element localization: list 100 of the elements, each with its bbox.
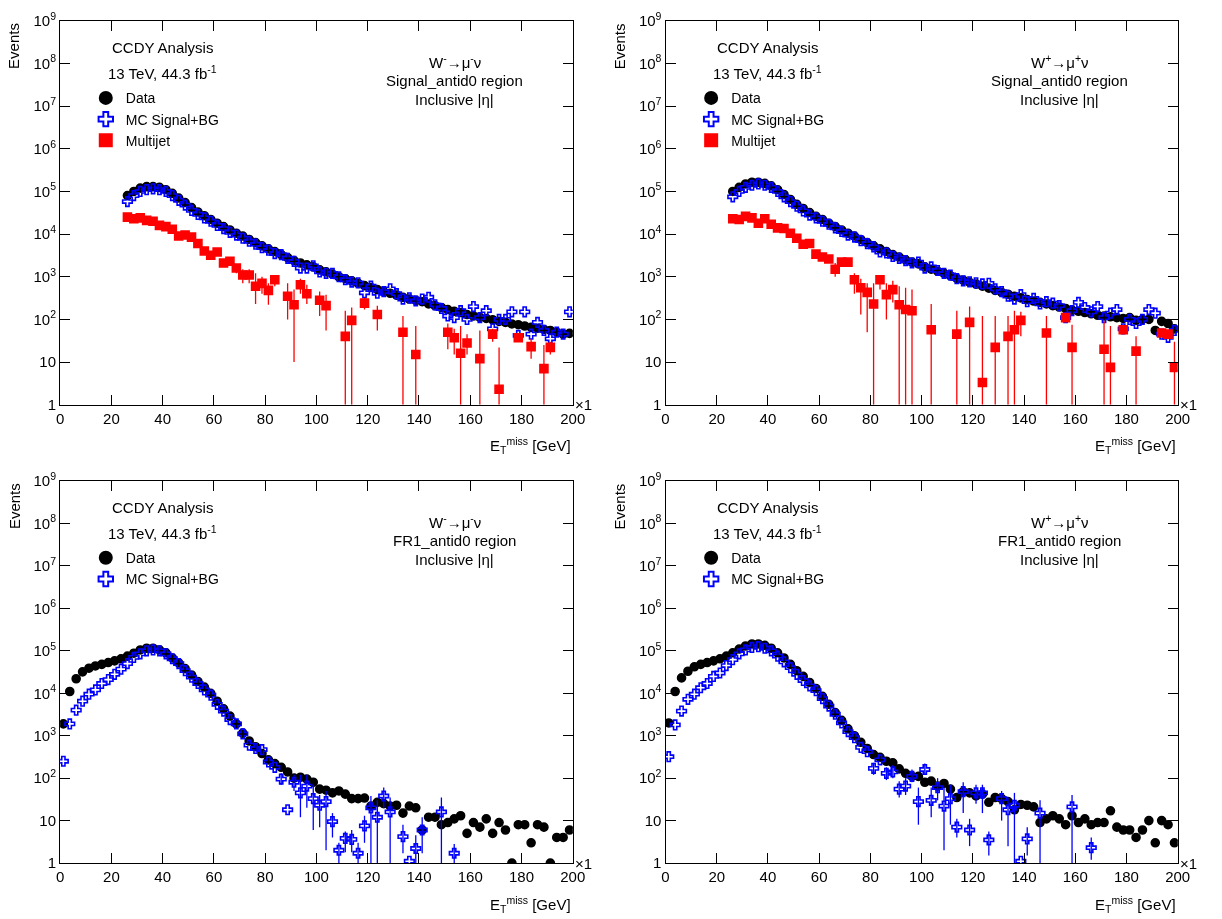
annotation: Signal_antid0 region (991, 72, 1128, 89)
annotation: Inclusive |η| (415, 91, 494, 108)
y-tick-label: 10$^{5}$ (33, 639, 57, 660)
y-tick-label: 10$^{4}$ (33, 223, 57, 243)
y-tick-label: 10$^{9}$ (33, 9, 57, 30)
x-tick-label: 100 (303, 868, 329, 886)
legend-label: MC Signal+BG (731, 111, 825, 128)
annotation: CCDY Analysis (112, 39, 214, 56)
x-tick-label: 80 (862, 409, 879, 427)
x-tick-label: 120 (960, 409, 986, 427)
x-tick-label: 20 (708, 868, 726, 886)
y-tick-label: 10$^{6}$ (638, 597, 662, 617)
x-axis-title: E$_{T}$$^{miss}$ [GeV] (1095, 435, 1176, 457)
annotation: Inclusive |η| (1020, 91, 1099, 108)
annotation: CCDY Analysis (717, 39, 819, 56)
y-tick-label: 10$^{2}$ (638, 308, 662, 328)
x-tick-label: 80 (256, 409, 274, 427)
y-axis-title: Events (5, 483, 23, 530)
x-tick-label: 120 (960, 868, 986, 886)
x-tick-label: 160 (457, 868, 483, 886)
y-tick-label: 10$^{9}$ (638, 470, 662, 490)
x-tick-label: 0 (55, 868, 65, 886)
y-tick-label: 10$^{9}$ (33, 470, 57, 490)
annotation: Inclusive |η| (1020, 551, 1099, 568)
y-tick-label: 10$^{8}$ (638, 52, 662, 72)
y-tick-label: 1 (653, 854, 662, 872)
legend-label: Data (125, 550, 156, 567)
x-tick-label: 180 (508, 409, 535, 427)
y-tick-label: 10 (39, 811, 57, 829)
x-tick-label: 160 (457, 409, 483, 427)
x-axis-title: E$_{T}$$^{miss}$ [GeV] (490, 435, 571, 457)
annotation: 13 TeV, 44.3 fb$^{-1}$ (713, 523, 822, 543)
y-tick-label: 10$^{4}$ (33, 682, 57, 702)
y-tick-label: 10$^{7}$ (33, 95, 57, 115)
y-tick-label: 1 (653, 395, 662, 413)
x-tick-label: 60 (205, 868, 223, 886)
x-tick-label: 100 (303, 409, 329, 427)
annotation: W$^{-}$→μ$^{-}$ν (429, 512, 482, 532)
x-tick-label: 140 (1011, 409, 1037, 427)
y-tick-label: 10$^{5}$ (33, 180, 57, 200)
x-axis-title: E$_{T}$$^{miss}$ [GeV] (490, 894, 571, 916)
x-tick-label: 40 (759, 868, 777, 886)
x-tick-label: 80 (862, 868, 879, 886)
legend-label: MC Signal+BG (731, 571, 825, 588)
x-tick-label: 0 (661, 868, 670, 886)
y-tick-label: 10$^{6}$ (638, 137, 662, 158)
legend-label: Data (731, 550, 761, 567)
annotation: FR1_antid0 region (393, 532, 517, 549)
y-tick-label: 10$^{8}$ (33, 52, 57, 72)
y-tick-label: 10$^{5}$ (638, 180, 662, 200)
y-tick-label: 10$^{8}$ (33, 512, 57, 532)
y-tick-label: 10$^{7}$ (638, 554, 662, 575)
annotation: Inclusive |η| (415, 551, 494, 568)
y-tick-label: 10$^{7}$ (33, 554, 57, 575)
y-tick-label: 10$^{3}$ (33, 724, 57, 744)
annotation: CCDY Analysis (717, 499, 819, 516)
y-tick-label: 10$^{2}$ (33, 767, 57, 787)
x-tick-label: 40 (154, 409, 172, 427)
x-tick-label: 20 (103, 409, 120, 427)
legend-label: Data (125, 90, 156, 107)
x-tick-label: 100 (909, 409, 935, 427)
y-tick-label: 10$^{7}$ (638, 95, 662, 115)
x-tick-label: 160 (1062, 409, 1088, 427)
annotation: FR1_antid0 region (998, 532, 1122, 549)
y-tick-label: 1 (47, 854, 57, 872)
y-tick-label: 10$^{8}$ (638, 512, 662, 532)
y-tick-label: 10 (644, 811, 662, 829)
x-tick-label: 60 (810, 409, 828, 427)
annotation: W$^{+}$→μ$^{+}$ν (1031, 512, 1089, 532)
x-tick-label: 180 (1113, 868, 1139, 886)
x-tick-label: 20 (103, 868, 120, 886)
x-tick-label: 20 (708, 409, 726, 427)
x-tick-label: 180 (1113, 409, 1139, 427)
y-tick-label: 10$^{4}$ (638, 682, 662, 702)
x-tick-label: 140 (406, 868, 432, 886)
y-axis-title: Events (611, 483, 629, 530)
annotation: CCDY Analysis (112, 499, 214, 516)
annotation: 13 TeV, 44.3 fb$^{-1}$ (108, 63, 217, 83)
annotation: W$^{-}$→μ$^{-}$ν (429, 52, 482, 72)
legend-label: Data (731, 90, 761, 107)
y-tick-label: 10$^{3}$ (33, 265, 57, 285)
x-tick-label: 40 (759, 409, 777, 427)
x-axis-title: E$_{T}$$^{miss}$ [GeV] (1095, 894, 1176, 916)
x-tick-label: 60 (810, 868, 828, 886)
y-tick-label: 10$^{2}$ (638, 767, 662, 787)
y-tick-label: 10$^{5}$ (638, 639, 662, 660)
x-tick-label: 180 (508, 868, 535, 886)
y-tick-label: 10$^{3}$ (638, 724, 662, 744)
y-tick-label: 10$^{6}$ (33, 137, 57, 158)
x-tick-label: 140 (1011, 868, 1037, 886)
y-tick-label: 10$^{2}$ (33, 308, 57, 328)
x-tick-label: 100 (909, 868, 935, 886)
y-tick-label: 1 (47, 395, 57, 413)
annotation: 13 TeV, 44.3 fb$^{-1}$ (713, 63, 822, 83)
y-tick-label: 10$^{3}$ (638, 265, 662, 285)
legend-label: MC Signal+BG (125, 111, 219, 128)
y-tick-label: 10$^{9}$ (638, 9, 662, 30)
x-tick-label: 120 (355, 409, 381, 427)
y-axis-title: Events (5, 23, 23, 69)
x-tick-label: 160 (1062, 868, 1088, 886)
